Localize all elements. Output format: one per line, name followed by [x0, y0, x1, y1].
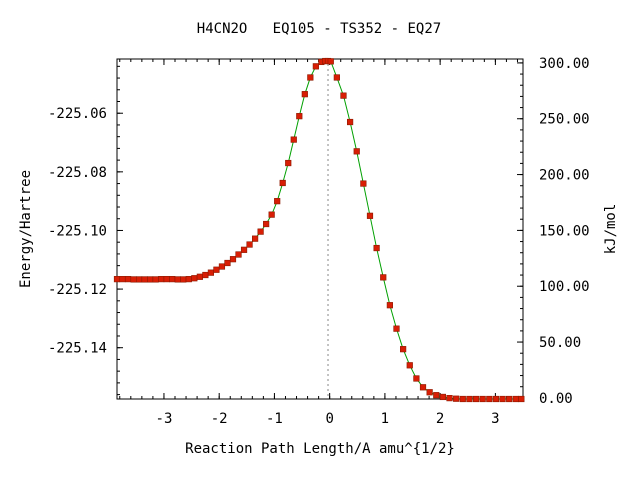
data-point [492, 395, 500, 403]
data-point [413, 375, 420, 382]
data-point [393, 325, 400, 332]
data-point [360, 180, 367, 187]
x-axis-label: Reaction Path Length/A amu^{1/2} [185, 441, 455, 457]
y2-tick-label: 300.00 [539, 56, 590, 72]
data-point [290, 136, 297, 143]
y2-tick-label: 100.00 [539, 279, 590, 295]
data-point [373, 244, 380, 252]
y2-axis-ticks: 300.00 250.00 200.00 150.00 100.00 50.00 0.00 [517, 56, 590, 407]
y-axis-label: Energy/Hartree [18, 170, 34, 288]
data-point [147, 276, 154, 283]
data-point [152, 276, 159, 283]
data-point [466, 395, 473, 403]
data-point [346, 118, 354, 126]
y2-axis-label: kJ/mol [603, 204, 619, 255]
data-point [268, 211, 275, 218]
data-point [380, 274, 387, 281]
data-point [136, 276, 143, 283]
energy-curve-line [117, 60, 522, 400]
data-point [426, 389, 433, 396]
data-point [191, 275, 198, 282]
data-point [124, 276, 132, 283]
y-tick-label: -225.12 [48, 282, 107, 298]
data-point [279, 179, 286, 187]
data-point [263, 220, 270, 228]
data-point [400, 346, 407, 353]
y-axis-ticks: -225.06 -225.08 -225.10 -225.12 -225.14 [48, 65, 123, 396]
data-point [240, 246, 248, 253]
data-point [518, 395, 525, 403]
data-point [113, 276, 121, 283]
data-point [285, 159, 292, 167]
data-point [333, 74, 340, 81]
data-point [274, 198, 281, 205]
data-point [301, 91, 308, 98]
data-point [235, 251, 242, 258]
data-point [141, 276, 148, 283]
data-point [130, 276, 137, 283]
x-axis-ticks: -3 -2 -1 0 1 2 3 [119, 59, 518, 427]
y-tick-label: -225.08 [48, 165, 107, 181]
data-point [406, 362, 413, 369]
x-tick-label: -3 [156, 411, 173, 427]
y2-tick-label: 50.00 [539, 335, 581, 351]
data-point [459, 395, 466, 403]
data-point [202, 271, 209, 279]
data-point [252, 235, 259, 242]
chart-title: H4CN2O EQ105 - TS352 - EQ27 [197, 21, 441, 37]
x-tick-label: -2 [211, 411, 228, 427]
y-tick-label: -225.06 [48, 106, 107, 122]
y2-tick-label: 0.00 [539, 391, 573, 407]
data-point [506, 395, 513, 403]
data-point [453, 395, 460, 402]
data-point [229, 256, 237, 263]
x-tick-label: 3 [491, 411, 499, 427]
data-point [312, 63, 319, 70]
data-point [158, 276, 165, 283]
data-point [180, 276, 187, 283]
data-point-markers [113, 57, 525, 403]
data-point [386, 302, 393, 309]
x-tick-label: 2 [436, 411, 444, 427]
data-point [163, 276, 170, 283]
data-point [224, 259, 231, 267]
data-point [307, 74, 314, 81]
data-point [257, 228, 264, 235]
x-tick-label: 0 [325, 411, 333, 427]
data-point [340, 92, 347, 99]
data-point [119, 276, 126, 283]
data-point [296, 113, 303, 120]
data-point [327, 58, 334, 65]
data-point [446, 395, 453, 402]
data-point [218, 263, 226, 270]
data-point [472, 395, 480, 403]
data-point [433, 392, 440, 399]
data-point [512, 395, 519, 403]
data-point [366, 212, 374, 219]
y-tick-label: -225.10 [48, 223, 107, 239]
data-point [174, 276, 181, 283]
data-point [486, 395, 493, 403]
x-tick-label: 1 [381, 411, 389, 427]
data-point [169, 276, 176, 283]
y2-tick-label: 150.00 [539, 223, 590, 239]
data-point [213, 266, 220, 273]
data-point [246, 241, 253, 248]
y2-tick-label: 200.00 [539, 168, 590, 184]
data-point [419, 384, 427, 391]
energy-curve [117, 60, 522, 400]
data-point [479, 395, 486, 403]
data-point [499, 395, 506, 403]
data-point [185, 276, 192, 283]
data-point [196, 273, 203, 280]
x-tick-label: -1 [266, 411, 283, 427]
data-point [439, 393, 447, 401]
data-point [207, 269, 215, 276]
data-point [353, 148, 360, 155]
plot-frame [116, 58, 524, 400]
y-tick-label: -225.14 [48, 341, 107, 357]
y2-tick-label: 250.00 [539, 112, 590, 128]
